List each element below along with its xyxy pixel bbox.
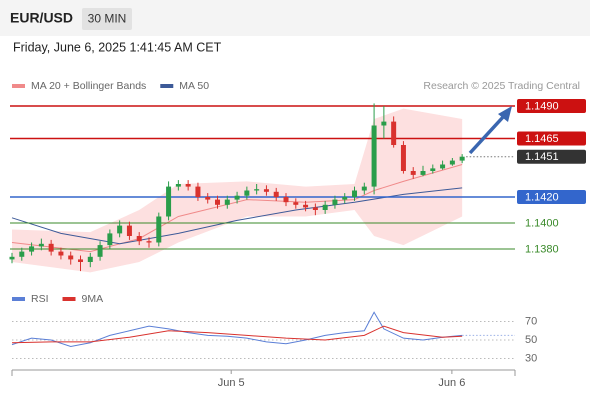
candle-body (459, 156, 465, 161)
candle-body (175, 184, 181, 187)
level-label: 1.1380 (525, 243, 559, 255)
forecast-arrow (468, 114, 506, 155)
legend-label: 9MA (82, 293, 104, 305)
candle-body (215, 199, 221, 205)
candle-body (58, 251, 64, 256)
indicator-line (11, 325, 463, 344)
level-label: 1.1420 (525, 191, 559, 203)
candle-body (117, 225, 123, 234)
candle-body (136, 236, 142, 242)
candle-body (146, 241, 152, 243)
level-label: 1.1490 (525, 100, 559, 112)
candle-body (234, 195, 240, 200)
level-box (517, 190, 586, 204)
candle-body (29, 246, 35, 252)
legend-swatch (12, 297, 25, 301)
candle-body (48, 243, 54, 252)
candle-body (361, 186, 367, 191)
candle-body (97, 245, 103, 257)
forecast-arrowhead (498, 106, 512, 122)
candle-body (293, 202, 299, 205)
candle-body (332, 199, 338, 205)
candle-body (87, 256, 93, 262)
legend-label: MA 20 + Bollinger Bands (31, 80, 146, 92)
bollinger-band (12, 108, 463, 273)
candle-body (224, 199, 230, 205)
credit: Research © 2025 Trading Central (423, 80, 580, 92)
candle-body (38, 243, 44, 247)
candle-body (68, 255, 74, 260)
candle-body (352, 190, 358, 197)
candle-body (273, 191, 279, 197)
candle-body (322, 204, 328, 210)
rsi-panel: 30 50 70 Jun 5 Jun 6 RSI 9MA (11, 293, 537, 389)
level-label: 1.1400 (525, 217, 559, 229)
price-panel: 1.1490 1.1465 1.1451 1.1420 1.1400 1.1380 MA 2… (9, 80, 586, 273)
interval: 30 MIN (88, 12, 127, 26)
candle-body (19, 251, 25, 257)
candle-body (381, 121, 387, 126)
legend-label: RSI (31, 293, 49, 305)
level-box (517, 99, 586, 113)
candle-body (440, 164, 446, 169)
candle-body (126, 225, 132, 236)
candle-body (166, 186, 172, 217)
y-tick-label: 30 (525, 352, 537, 364)
datetime: Friday, June 6, 2025 1:41:45 AM CET (13, 40, 222, 54)
candle-body (9, 256, 15, 260)
y-tick-label: 50 (525, 334, 537, 346)
candle-body (449, 160, 455, 165)
interval-badge (82, 8, 132, 30)
candle-body (156, 216, 162, 243)
candle-body (312, 207, 318, 210)
legend-swatch (160, 84, 174, 88)
candle-body (107, 233, 113, 246)
candle-body (430, 168, 436, 171)
candle-body (254, 189, 260, 191)
level-label: 1.1465 (525, 133, 559, 145)
legend-label: MA 50 (179, 80, 209, 92)
level-box (517, 131, 586, 146)
candle-body (420, 171, 426, 175)
candle-body (263, 189, 269, 192)
candle-body (78, 259, 84, 262)
level-label: 1.1451 (525, 151, 559, 163)
legend-swatch (12, 84, 25, 88)
candle-body (342, 197, 348, 200)
x-tick-label: Jun 5 (218, 377, 245, 389)
candle-body (283, 197, 289, 203)
candle-body (371, 125, 377, 187)
candle-body (195, 186, 201, 197)
candle-body (205, 197, 211, 200)
level-box (517, 149, 586, 164)
candle-body (185, 184, 191, 187)
candle-body (410, 171, 416, 175)
legend-swatch (62, 297, 76, 301)
x-tick-label: Jun 6 (438, 377, 465, 389)
candle-body (244, 190, 250, 196)
candle-body (391, 121, 397, 145)
symbol: EUR/USD (10, 10, 73, 26)
candle-body (303, 204, 309, 208)
y-tick-label: 70 (525, 315, 537, 327)
indicator-line (11, 311, 463, 348)
candle-body (400, 145, 406, 171)
